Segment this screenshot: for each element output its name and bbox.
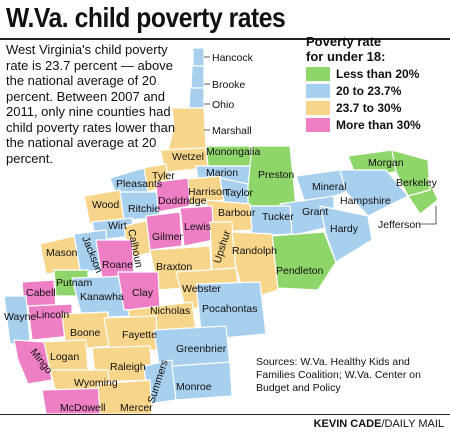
label-nicholas: Nicholas	[150, 305, 190, 317]
label-wood: Wood	[92, 199, 119, 211]
label-pendleton: Pendleton	[276, 265, 323, 277]
label-braxton: Braxton	[156, 261, 192, 273]
legend-item: 23.7 to 30%	[306, 101, 446, 115]
label-grant: Grant	[302, 206, 328, 218]
county-ohio	[188, 87, 205, 109]
label-roane: Roane	[102, 259, 133, 271]
label-hancock: Hancock	[212, 52, 254, 64]
legend-swatch	[306, 101, 330, 115]
county-monroe	[171, 361, 233, 401]
legend-swatch	[306, 67, 330, 81]
label-marshall: Marshall	[212, 125, 252, 137]
label-randolph: Randolph	[232, 245, 277, 257]
label-jefferson: Jefferson	[378, 219, 421, 231]
label-tucker: Tucker	[262, 211, 294, 223]
label-wyoming: Wyoming	[74, 377, 118, 389]
intro-text: West Virginia's child poverty rate is 23…	[6, 42, 176, 166]
label-marion: Marion	[206, 167, 238, 179]
label-kanawha: Kanawha	[80, 291, 124, 303]
footer-divider	[0, 414, 450, 415]
county-gilmer	[145, 211, 183, 251]
label-pocahontas: Pocahontas	[202, 303, 257, 315]
label-wayne: Wayne	[4, 311, 36, 323]
label-hardy: Hardy	[330, 223, 359, 235]
legend-item: Less than 20%	[306, 67, 446, 81]
label-ritchie: Ritchie	[128, 203, 160, 215]
label-berkeley: Berkeley	[396, 177, 438, 189]
title-divider	[0, 38, 450, 40]
label-harrison: Harrison	[188, 186, 228, 198]
credit-line: KEVIN CADE/DAILY MAIL	[314, 418, 444, 430]
county-hancock	[192, 47, 205, 67]
legend-swatch	[306, 118, 330, 132]
label-mineral: Mineral	[312, 181, 346, 193]
label-wetzel: Wetzel	[172, 151, 204, 163]
label-mason: Mason	[46, 247, 78, 259]
label-boone: Boone	[70, 327, 101, 339]
credit-outlet: /DAILY MAIL	[381, 418, 444, 430]
legend: Poverty rate for under 18: Less than 20%…	[306, 34, 446, 132]
label-cabell: Cabell	[26, 287, 56, 299]
label-lincoln: Lincoln	[36, 309, 69, 321]
label-putnam: Putnam	[56, 277, 92, 289]
legend-swatch	[306, 84, 330, 98]
label-brooke: Brooke	[212, 79, 245, 91]
label-monroe: Monroe	[176, 381, 212, 393]
page-title: W.Va. child poverty rates	[6, 2, 286, 33]
county-hampshire	[339, 169, 409, 217]
label-doddridge: Doddridge	[158, 195, 207, 207]
label-mcdowell: McDowell	[60, 402, 106, 414]
label-ohio: Ohio	[212, 99, 234, 111]
county-pocahontas	[195, 281, 267, 341]
legend-item: 20 to 23.7%	[306, 84, 446, 98]
label-morgan: Morgan	[368, 157, 404, 169]
label-webster: Webster	[182, 283, 221, 295]
label-gilmer: Gilmer	[152, 231, 183, 243]
legend-item: More than 30%	[306, 118, 446, 132]
county-jefferson	[407, 177, 439, 215]
county-pendleton	[269, 231, 337, 291]
label-taylor: Taylor	[225, 187, 254, 199]
county-mingo	[13, 339, 53, 385]
credit-name: KEVIN CADE	[313, 418, 382, 430]
label-hampshire: Hampshire	[340, 195, 391, 207]
legend-label: 23.7 to 30%	[336, 101, 402, 115]
leader-jefferson	[420, 206, 437, 225]
legend-title-line2: for under 18:	[306, 49, 386, 64]
legend-label: Less than 20%	[336, 67, 420, 81]
legend-title-line1: Poverty rate	[306, 34, 382, 49]
label-greenbrier: Greenbrier	[176, 343, 227, 355]
label-fayette: Fayette	[122, 329, 157, 341]
label-pleasants: Pleasants	[116, 178, 162, 190]
label-tyler: Tyler	[152, 170, 175, 182]
county-doddridge	[155, 177, 191, 213]
label-raleigh: Raleigh	[110, 361, 146, 373]
legend-label: More than 30%	[336, 118, 421, 132]
label-lewis: Lewis	[184, 221, 211, 233]
label-barbour: Barbour	[218, 207, 256, 219]
county-brooke	[190, 65, 205, 89]
label-mercer: Mercer	[120, 402, 153, 414]
legend-label: 20 to 23.7%	[336, 84, 402, 98]
label-preston: Preston	[258, 169, 294, 181]
label-logan: Logan	[50, 351, 79, 363]
label-clay: Clay	[132, 287, 154, 299]
sources-note: Sources: W.Va. Healthy Kids and Families…	[256, 356, 421, 394]
county-hardy	[319, 205, 373, 263]
label-monongalia: Monongalia	[206, 146, 260, 158]
label-wirt: Wirt	[108, 220, 127, 232]
